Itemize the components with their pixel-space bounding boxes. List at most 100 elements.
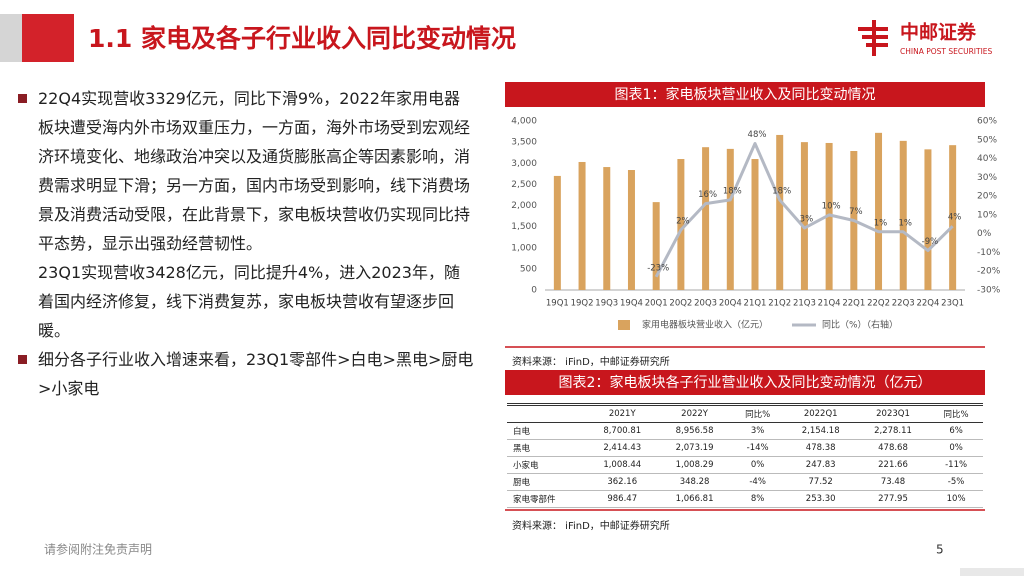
chart-title-bar (505, 82, 985, 107)
chart: 0 500 1,000 1,500 2,000 2,500 3,000 3,500 4,000 -… (511, 117, 1000, 331)
data-label: 10% (822, 201, 841, 211)
table-row: 黑电 2,414.43 2,073.19 -14% 478.38 478.68 0% (507, 439, 983, 457)
x-tick-label: 19Q3 (595, 299, 618, 309)
page-number: 5 (936, 543, 944, 557)
table-row: 厨电 362.16 348.28 -4% 77.52 73.48 -5% (507, 473, 983, 491)
y-tick-label: 3,000 (511, 159, 537, 169)
data-label: 18% (772, 186, 791, 196)
bullet-item: 细分各子行业收入增速来看，23Q1零部件>白电>黑电>厨电>小家电 (14, 345, 474, 403)
x-tick-label: 19Q4 (620, 299, 643, 309)
data-label: 48% (748, 130, 767, 140)
bullet-paragraph: 23Q1实现营收3428亿元，同比提升4%，进入2023年，随着国内经济修复，线… (38, 263, 460, 340)
data-label: 4% (948, 213, 962, 223)
table-cell: -14% (730, 439, 785, 457)
bar (726, 148, 734, 290)
y2-tick-label: 20% (977, 192, 997, 202)
table-cell: 277.95 (856, 490, 930, 508)
table-cell: 8% (730, 490, 785, 508)
data-label: 16% (698, 190, 717, 200)
table-cell: 1,008.44 (586, 456, 659, 474)
x-tick-label: 22Q2 (867, 299, 890, 309)
x-tick-label: 21Q4 (818, 299, 841, 309)
x-tick-label: 23Q1 (941, 299, 964, 309)
bar (875, 132, 883, 290)
table-source: 资料来源： iFinD，中邮证券研究所 (512, 521, 670, 532)
table-cell: 73.48 (856, 473, 930, 491)
header-cell (507, 404, 587, 423)
line-series (654, 142, 954, 278)
table-cell: 253.30 (784, 490, 857, 508)
page-title: 1.1 家电及各子行业收入同比变动情况 (88, 24, 516, 53)
table-cell: -11% (929, 456, 983, 474)
table-cell: 1,066.81 (658, 490, 731, 508)
y-tick-label: 0 (531, 286, 537, 296)
bar (899, 140, 907, 290)
table-cell: 2,278.11 (856, 422, 930, 440)
bar (800, 142, 808, 290)
legend-label: 家用电器板块营业收入（亿元） (642, 319, 768, 331)
data-label: 1% (898, 218, 912, 228)
table-cell: 6% (929, 422, 983, 440)
chart-source: 资料来源： iFinD，中邮证券研究所 (512, 357, 670, 368)
y2-tick-label: -10% (977, 248, 1001, 258)
x-tick-label: 22Q4 (916, 299, 939, 309)
table-cell: -4% (730, 473, 785, 491)
data-label: 18% (723, 186, 742, 196)
header-cell: 2022Y (658, 404, 731, 423)
table-cell: 0% (730, 456, 785, 474)
table-cell: 348.28 (658, 473, 731, 491)
table-cell: 2,073.19 (658, 439, 731, 457)
legend-swatch (618, 320, 630, 330)
y2-tick-label: 10% (977, 210, 997, 220)
table-cell: 2,414.43 (586, 439, 659, 457)
table-cell: 白电 (507, 422, 587, 440)
x-tick-label: 22Q3 (892, 299, 915, 309)
table-cell: 8,956.58 (658, 422, 731, 440)
x-tick-label: 21Q3 (793, 299, 816, 309)
table-title-bar (505, 370, 985, 395)
logo-en: CHINA POST SECURITIES (900, 47, 993, 56)
y2-tick-label: 50% (977, 135, 997, 145)
corner-decoration (960, 568, 1024, 576)
table-cell: 3% (730, 422, 785, 440)
table-cell: 77.52 (784, 473, 857, 491)
table-cell: 478.38 (784, 439, 857, 457)
data-label: -9% (922, 237, 939, 247)
x-tick-label: 20Q1 (645, 299, 668, 309)
data-label: 7% (849, 207, 863, 217)
bullet-item: 22Q4实现营收3329亿元，同比下滑9%，2022年家用电器板块遭受海内外市场… (14, 84, 474, 345)
bullet-paragraph: 细分各子行业收入增速来看，23Q1零部件>白电>黑电>厨电>小家电 (38, 350, 474, 398)
bar (751, 159, 759, 290)
bar (702, 147, 710, 290)
x-tick-label: 21Q2 (768, 299, 791, 309)
table-cell: 478.68 (856, 439, 930, 457)
table-row: 白电 8,700.81 8,956.58 3% 2,154.18 2,278.11 6% (507, 422, 983, 440)
table-cell: 厨电 (507, 473, 587, 491)
bullet-list: 22Q4实现营收3329亿元，同比下滑9%，2022年家用电器板块遭受海内外市场… (14, 84, 474, 403)
table-cell: 家电零部件 (507, 490, 587, 508)
header-cell: 2023Q1 (856, 404, 930, 423)
bar (553, 175, 561, 290)
table-cell: 8,700.81 (586, 422, 659, 440)
disclaimer: 请参阅附注免责声明 (44, 542, 152, 557)
table-row: 小家电 1,008.44 1,008.29 0% 247.83 221.66 -11% (507, 456, 983, 474)
table-cell: 0% (929, 439, 983, 457)
title-strip (0, 14, 22, 62)
table-cell: 986.47 (586, 490, 659, 508)
bar (603, 167, 611, 290)
y2-tick-label: 0% (977, 229, 992, 239)
bar (578, 161, 586, 290)
bar (652, 202, 660, 290)
data-label: 3% (800, 215, 814, 225)
y-tick-label: 2,500 (511, 180, 537, 190)
y-tick-label: 2,000 (511, 201, 537, 211)
chart-title: 图表1：家电板块营业收入及同比变动情况 (615, 86, 876, 103)
legend-label: 同比（%）（右轴） (822, 319, 898, 331)
data-label: 1% (874, 218, 888, 228)
table-cell: 247.83 (784, 456, 857, 474)
bullet-paragraph: 22Q4实现营收3329亿元，同比下滑9%，2022年家用电器板块遭受海内外市场… (38, 89, 471, 253)
bar (776, 134, 784, 290)
bar (924, 149, 932, 290)
